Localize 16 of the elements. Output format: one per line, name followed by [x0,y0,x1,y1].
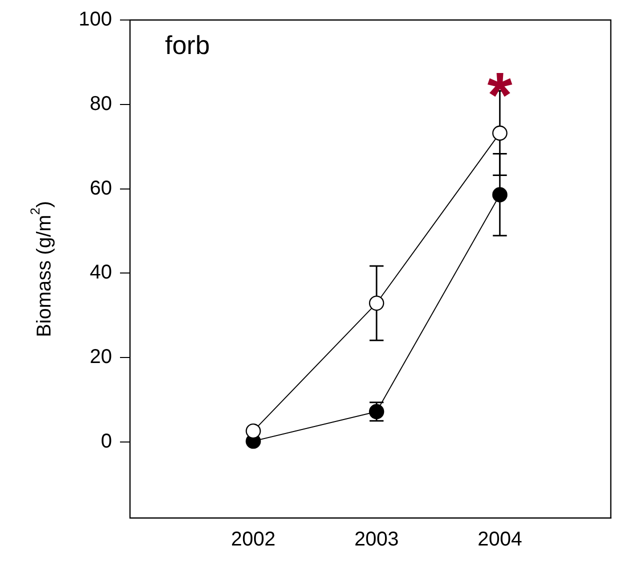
y-axis-title: Biomass (g/m2) [28,200,56,338]
point [492,126,508,141]
y-tick-label: 80 [90,92,112,115]
point [368,296,384,311]
y-tick-label: 60 [90,177,112,200]
y-tick-label: 100 [78,8,112,31]
x-tick-label: 2002 [231,528,276,551]
y-tick-label: 20 [90,346,112,368]
chart-title: forb [165,30,210,60]
point [492,187,508,202]
x-tick-label: 2004 [478,528,522,551]
x-tick-label: 2003 [354,528,399,551]
y-tick-label: 0 [100,430,112,453]
point [246,423,261,439]
y-tick-label: 40 [90,262,112,284]
annotation: * [487,59,512,132]
